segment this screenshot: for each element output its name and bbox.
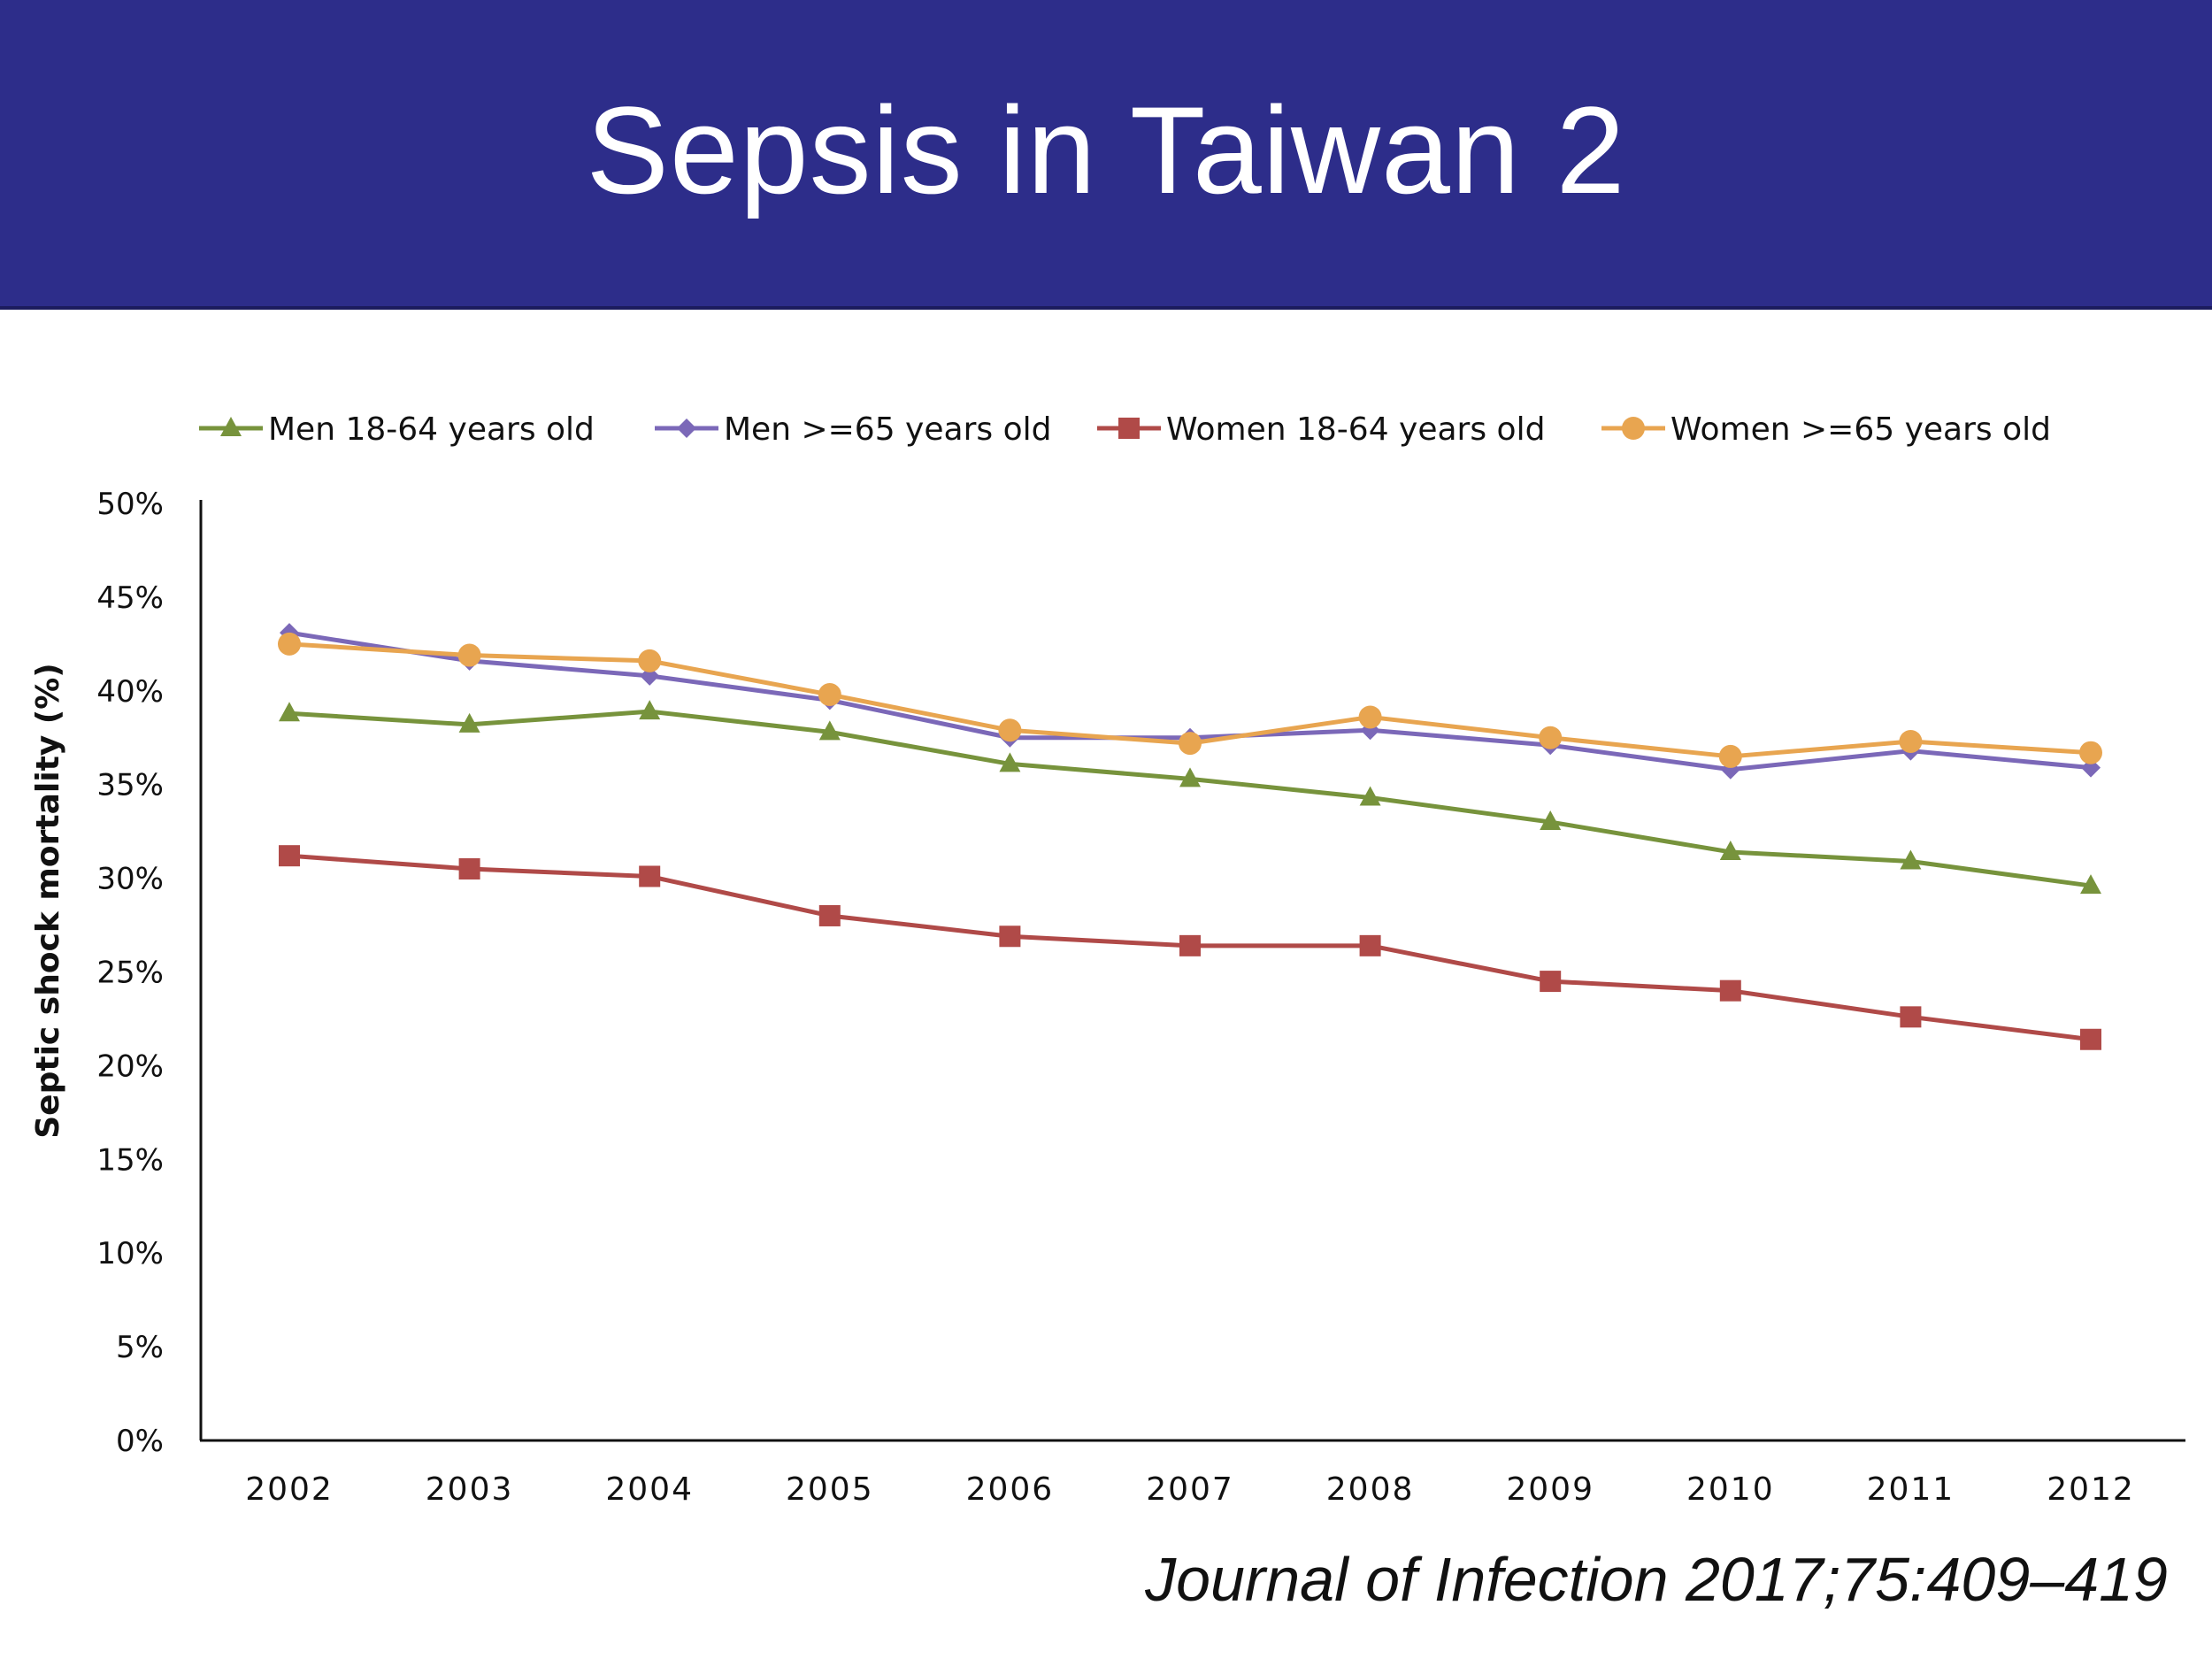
legend-marker xyxy=(677,419,696,438)
x-tick-label: 2009 xyxy=(1506,1471,1594,1508)
slide-title: Sepsis in Taiwan 2 xyxy=(586,81,1626,219)
title-bar: Sepsis in Taiwan 2 xyxy=(0,0,2212,310)
data-point xyxy=(818,904,841,926)
legend-item-men-over-65-years-old: Men >=65 years old xyxy=(655,411,1051,448)
data-point xyxy=(1179,767,1201,787)
data-point xyxy=(279,702,300,722)
data-point xyxy=(639,865,661,887)
y-tick-label: 50% xyxy=(96,487,164,522)
x-tick-label: 2007 xyxy=(1146,1471,1234,1508)
data-point xyxy=(2080,1028,2101,1050)
legend-marker xyxy=(1118,418,1140,439)
data-point xyxy=(640,665,660,686)
y-tick-label: 30% xyxy=(96,862,164,897)
y-tick-label: 20% xyxy=(96,1048,164,1084)
chart-legend: Men 18-64 years old Men >=65 years old Wom… xyxy=(199,411,2051,448)
data-point xyxy=(1540,971,1562,993)
y-tick-label: 45% xyxy=(96,580,164,616)
legend-item-men-18-64-years-old: Men 18-64 years old xyxy=(199,411,595,448)
data-point xyxy=(1540,810,1562,831)
data-point xyxy=(1359,786,1381,806)
data-point xyxy=(1720,759,1740,780)
data-point xyxy=(2079,741,2102,764)
x-tick-label: 2003 xyxy=(426,1471,514,1508)
y-tick-label: 0% xyxy=(116,1424,164,1459)
x-tick-label: 2012 xyxy=(2047,1471,2135,1508)
data-point xyxy=(818,720,841,741)
data-point xyxy=(457,643,481,667)
data-point xyxy=(998,718,1022,742)
series-women-over-65-years-old xyxy=(278,632,2102,768)
data-point xyxy=(458,858,480,880)
line-chart: Men 18-64 years old Men >=65 years old Wom… xyxy=(30,411,2185,1508)
legend-label: Women 18-64 years old xyxy=(1166,411,1545,448)
x-tick-label: 2008 xyxy=(1326,1471,1415,1508)
data-point xyxy=(1359,934,1381,956)
data-point xyxy=(1179,732,1202,756)
legend-item-women-18-64-years-old: Women 18-64 years old xyxy=(1097,411,1545,448)
series-men-over-65-years-old xyxy=(280,623,2101,780)
y-tick-label: 35% xyxy=(96,768,164,803)
x-tick-label: 2004 xyxy=(605,1471,694,1508)
x-tick-label: 2006 xyxy=(966,1471,1055,1508)
y-tick-label: 5% xyxy=(116,1330,164,1365)
data-point xyxy=(278,632,301,656)
series-men-18-64-years-old xyxy=(279,700,2101,895)
legend-label: Men 18-64 years old xyxy=(268,411,595,448)
x-tick-label: 2002 xyxy=(245,1471,334,1508)
legend-item-women-over-65-years-old: Women >=65 years old xyxy=(1601,411,2051,448)
data-point xyxy=(279,845,300,867)
data-point xyxy=(818,683,841,707)
y-axis-label: Septic shock mortality (%) xyxy=(30,663,66,1139)
series-women-18-64-years-old xyxy=(279,845,2101,1050)
data-point xyxy=(1719,979,1741,1002)
y-tick-label: 40% xyxy=(96,674,164,710)
legend-marker xyxy=(1622,417,1645,440)
citation: Journal of Infection 2017;75:409–419 xyxy=(1145,1545,2168,1614)
legend-label: Men >=65 years old xyxy=(724,411,1051,448)
y-tick-label: 15% xyxy=(96,1142,164,1178)
data-point xyxy=(1539,726,1563,749)
data-point xyxy=(1718,744,1742,768)
y-tick-label: 10% xyxy=(96,1236,164,1271)
y-tick-label: 25% xyxy=(96,956,164,991)
x-tick-labels: 2002 2003 2004 2005 2006 2007 2008 2009 2010 2011… xyxy=(245,1471,2135,1508)
data-point xyxy=(999,926,1021,948)
x-tick-label: 2005 xyxy=(786,1471,874,1508)
data-point xyxy=(638,649,662,672)
legend-label: Women >=65 years old xyxy=(1671,411,2051,448)
data-point xyxy=(1899,729,1923,753)
data-point xyxy=(999,752,1021,772)
data-point xyxy=(1179,934,1201,956)
data-point xyxy=(1358,705,1382,729)
series-layer xyxy=(278,623,2102,1050)
data-point xyxy=(458,712,480,733)
data-point xyxy=(1719,840,1741,860)
legend-marker xyxy=(220,417,242,436)
data-point xyxy=(639,700,661,720)
data-point xyxy=(1900,849,1922,870)
y-tick-labels: 0% 5% 10% 15% 20% 25% 30% 35% 40% 45% 50% xyxy=(96,487,164,1459)
x-tick-label: 2010 xyxy=(1686,1471,1775,1508)
x-tick-label: 2011 xyxy=(1867,1471,1955,1508)
data-point xyxy=(2080,874,2101,895)
data-point xyxy=(1900,1006,1922,1028)
